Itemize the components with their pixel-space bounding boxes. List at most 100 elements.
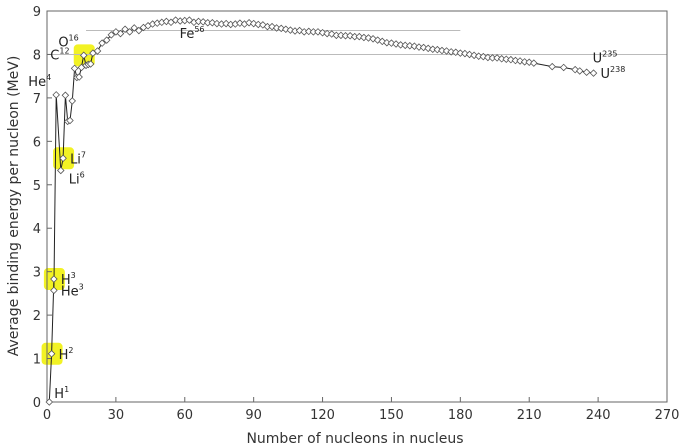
data-point — [525, 58, 533, 67]
isotope-label-he4: He4 — [28, 73, 51, 90]
data-point — [575, 67, 584, 75]
y-tick-label: 2 — [33, 309, 41, 324]
isotope-label-li7: Li7 — [70, 150, 86, 167]
data-point — [433, 45, 442, 54]
data-point — [502, 55, 511, 63]
data-point — [360, 33, 368, 42]
x-tick-label: 210 — [517, 408, 542, 423]
x-axis-title: Number of nucleons in nucleus — [246, 431, 463, 445]
data-point — [171, 16, 180, 24]
axis-ticks: 0 30 60 90 120 150 180 210 240 270 0 1 2 3 4 5 6 7 8 9 — [33, 5, 680, 423]
data-point — [236, 19, 244, 27]
data-point — [438, 46, 446, 55]
data-point — [86, 60, 95, 68]
data-point — [272, 24, 281, 32]
isotope-label-o16: O16 — [58, 33, 78, 50]
data-point — [59, 154, 67, 163]
isotope-label-u235: U235 — [593, 49, 618, 66]
y-tick-label: 8 — [33, 48, 41, 63]
reference-lines — [47, 30, 667, 55]
data-point — [130, 24, 139, 32]
data-point — [415, 43, 423, 51]
data-point — [559, 63, 568, 72]
data-point — [424, 44, 432, 53]
data-point — [121, 25, 129, 34]
data-point — [571, 65, 579, 74]
data-point — [516, 57, 524, 65]
data-point — [107, 31, 116, 39]
isotope-label-he3: He3 — [61, 282, 84, 299]
data-point — [305, 27, 313, 36]
x-tick-label: 90 — [245, 408, 262, 423]
data-point — [484, 53, 492, 62]
x-tick-label: 240 — [586, 408, 611, 423]
data-point — [66, 116, 74, 125]
x-tick-label: 30 — [108, 408, 125, 423]
isotope-label-fe56: Fe56 — [180, 25, 205, 42]
y-tick-label: 4 — [33, 222, 41, 237]
data-point — [68, 97, 77, 105]
data-point — [429, 45, 437, 53]
data-point — [401, 41, 409, 50]
data-point — [383, 38, 391, 47]
data-point — [47, 350, 56, 358]
data-point — [447, 48, 455, 56]
y-tick-label: 1 — [33, 353, 41, 368]
data-point — [254, 20, 263, 29]
data-point — [479, 52, 488, 61]
data-point — [45, 398, 54, 406]
data-point — [493, 54, 501, 62]
data-point — [79, 51, 88, 60]
data-point — [323, 29, 331, 38]
isotope-label-u238: U238 — [601, 65, 626, 82]
y-tick-label: 7 — [33, 92, 41, 107]
data-point — [116, 29, 125, 38]
data-markers — [45, 16, 598, 406]
y-tick-label: 6 — [33, 135, 41, 150]
x-tick-label: 270 — [655, 408, 680, 423]
data-point — [318, 28, 327, 37]
data-point — [70, 64, 79, 73]
data-point — [314, 28, 322, 36]
data-point — [222, 19, 230, 28]
isotope-label-c12: C12 — [50, 46, 69, 63]
data-point — [61, 91, 70, 100]
highlight-layer — [41, 44, 95, 365]
y-axis-title: Average binding energy per nucleon (MeV) — [6, 56, 22, 357]
data-point — [57, 166, 65, 175]
data-point — [442, 47, 451, 55]
isotope-label-h2: H2 — [59, 346, 74, 363]
data-point — [548, 62, 556, 71]
data-point — [102, 36, 111, 44]
isotope-label-h1: H1 — [54, 385, 69, 402]
data-point — [52, 91, 60, 99]
data-point — [98, 39, 106, 47]
data-point — [213, 19, 221, 28]
data-point — [373, 36, 382, 44]
x-tick-label: 60 — [177, 408, 194, 423]
data-point — [511, 56, 520, 65]
data-point — [355, 32, 364, 41]
x-tick-label: 180 — [448, 408, 473, 423]
data-point — [337, 31, 345, 40]
data-point — [419, 43, 428, 52]
isotope-label-h3: H3 — [61, 271, 76, 288]
data-point — [530, 59, 538, 67]
data-point — [396, 41, 405, 49]
x-tick-label: 150 — [379, 408, 404, 423]
data-point — [369, 35, 377, 43]
data-point — [50, 275, 58, 283]
data-point — [582, 68, 591, 77]
data-point — [112, 28, 120, 36]
data-point — [50, 286, 58, 295]
data-point — [295, 26, 304, 35]
plot-frame — [46, 10, 668, 403]
data-point — [589, 69, 598, 77]
data-point — [497, 55, 506, 63]
data-point — [410, 42, 419, 50]
data-point — [520, 58, 529, 66]
data-point — [474, 52, 483, 60]
data-point — [162, 17, 171, 26]
